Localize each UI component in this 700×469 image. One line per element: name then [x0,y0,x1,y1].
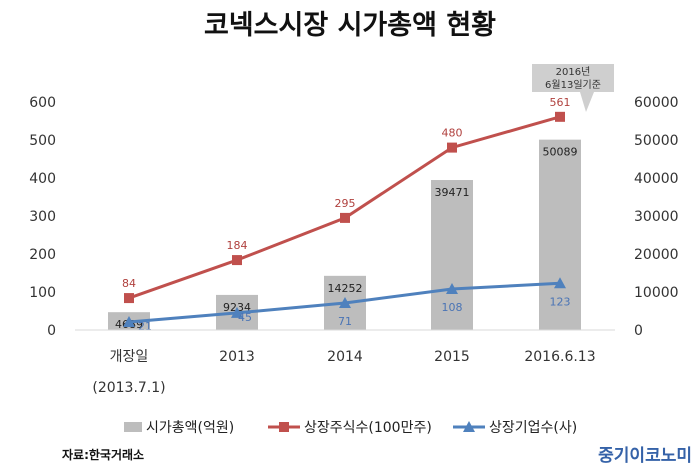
market-cap-bar [431,180,473,330]
legend-label-market-cap: 시가총액(억원) [146,420,234,436]
market-cap-value-label: 50089 [543,146,578,159]
right-axis-tick-label: 20000 [634,247,679,263]
listed-companies-value-label: 108 [442,301,463,314]
right-axis-tick-label: 40000 [634,171,679,187]
listed-shares-marker [232,255,242,266]
listed-companies-marker [231,306,243,318]
listed-shares-value-label: 480 [442,127,463,140]
listed-companies-marker [123,316,135,328]
right-axis-tick-label: 50000 [634,133,679,149]
listed-shares-value-label: 561 [550,96,571,109]
listed-companies-value-label: 123 [550,295,571,308]
listed-shares-value-label: 84 [122,277,136,290]
legend-label-listed-companies: 상장기업수(사) [489,420,577,436]
right-axis-tick-label: 60000 [634,95,679,111]
listed-shares-marker [124,293,134,304]
date-callout-text: 6월13일기준 [545,79,601,91]
left-axis-tick-label: 200 [29,247,56,263]
listed-companies-marker [446,282,458,294]
right-axis-tick-label: 0 [634,323,643,339]
listed-shares-value-label: 184 [227,239,248,252]
category-label: (2013.7.1) [92,380,165,396]
category-label: 2015 [434,349,470,365]
category-label: 2014 [327,349,363,365]
left-axis-tick-label: 400 [29,171,56,187]
market-cap-value-label: 14252 [328,282,363,295]
listed-companies-value-label: 71 [338,315,352,328]
left-axis-tick-label: 300 [29,209,56,225]
right-axis-tick-label: 10000 [634,285,679,301]
listed-companies-value-label: 21 [138,320,152,333]
market-cap-value-label: 39471 [435,186,470,199]
legend-label-listed-shares: 상장주식수(100만주) [304,420,432,436]
left-axis-tick-label: 500 [29,133,56,149]
listed-shares-marker [555,111,565,122]
listed-companies-marker [339,297,351,309]
source-note: 자료:한국거래소 [62,447,144,462]
category-label: 개장일 [110,349,149,365]
market-cap-bar [539,139,581,330]
date-callout-box [532,64,614,112]
left-axis-tick-label: 100 [29,285,56,301]
category-label: 2013 [219,349,255,365]
listed-shares-marker [447,142,457,153]
listed-companies-value-label: 45 [238,311,252,324]
left-axis-tick-label: 0 [47,323,56,339]
listed-shares-value-label: 295 [335,197,356,210]
legend-marker-listed-shares [279,422,289,432]
legend-swatch-market-cap [124,422,142,432]
category-label: 2016.6.13 [524,349,595,365]
date-callout-text: 2016년 [556,66,591,78]
listed-companies-marker [554,277,566,289]
brand-logo: 중기이코노미 [598,446,692,466]
left-axis-tick-label: 600 [29,95,56,111]
right-axis-tick-label: 30000 [634,209,679,225]
legend-marker-listed-companies [463,421,475,432]
chart-title: 코넥스시장 시가총액 현황 [204,10,496,41]
listed-shares-marker [340,212,350,223]
